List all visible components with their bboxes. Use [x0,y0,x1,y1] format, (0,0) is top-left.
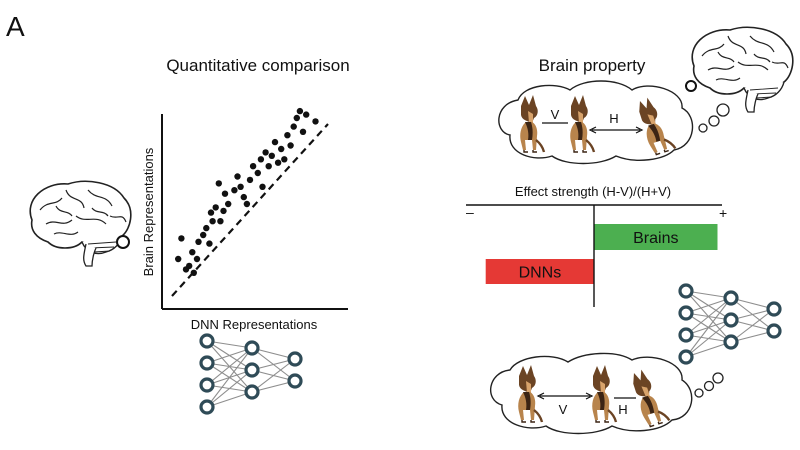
scatter-point [259,183,266,190]
scatter-point [237,183,244,190]
scatter-point [186,262,193,270]
bottom-bubble-h-label: H [618,402,627,417]
scatter-point [206,240,213,247]
left-panel-title: Quantitative comparison [166,56,349,75]
scatter-point [195,238,202,245]
top-thought-bubble: V H [498,80,694,165]
scatter-point [234,173,241,180]
scatter-axes [161,114,348,310]
bottom-bubble-v-label: V [559,402,568,417]
scatter-point [209,218,216,225]
brain-icon [29,180,132,267]
scatter-point [278,145,285,153]
bottom-thought-bubble: V H [489,352,693,435]
brain-icon [691,26,794,113]
neural-network-icon [199,333,303,415]
effect-plus-label: + [719,205,727,221]
scatter-point [257,156,265,163]
neural-network-icon [678,283,782,365]
right-panel-title: Brain property [539,56,646,75]
scatter-point [243,200,251,208]
scatter-point [240,193,247,201]
scatter-point [249,163,257,170]
scatter-point [212,204,219,211]
brain-connector-circle [116,235,130,249]
thought-dot [708,115,720,127]
scatter-point [254,169,261,177]
thought-dot [712,372,724,384]
scatter-point [178,235,185,242]
scatter-point [220,207,227,215]
scatter-points [175,107,319,276]
thought-dot [716,103,730,117]
effect-bar-dnns [485,259,594,284]
scatter-trend-line [171,123,329,297]
scatter-point [262,149,269,156]
scatter-point [290,123,297,130]
thought-dot [698,123,708,133]
scatter-point [265,163,272,170]
effect-bar-brains [594,224,718,250]
effect-strength-title: Effect strength (H-V)/(H+V) [515,184,671,199]
thought-dot [694,388,704,398]
effect-bar-label: DNNs [519,265,562,282]
scatter-point [271,138,279,146]
scatter-point [293,114,300,122]
scatter-point [189,249,196,256]
effect-bar-label: Brains [633,230,678,247]
effect-bars: Brains DNNs [485,224,718,284]
scatter-x-label: DNN Representations [191,317,318,332]
scatter-y-label: Brain Representations [141,147,156,276]
scatter-point [246,176,254,184]
scatter-point [268,152,275,159]
scatter-point [190,269,197,276]
effect-minus-label: – [466,204,474,220]
scatter-point [299,128,307,135]
scatter-point [274,159,282,166]
scatter-point [312,118,319,125]
scatter-point [175,255,182,263]
top-bubble-v-label: V [551,107,560,122]
scatter-point [284,132,291,139]
panel-label: A [6,11,25,42]
scatter-point [207,209,215,216]
brain-connector-circle [685,80,697,92]
scatter-point [215,180,222,187]
scatter-point [225,200,232,208]
thought-dot [703,380,715,392]
top-bubble-h-label: H [609,111,618,126]
scatter-point [281,156,288,163]
scatter-point [303,111,310,118]
scatter-point [287,142,294,149]
scatter-point [203,224,210,232]
scatter-point [193,255,201,263]
scatter-point [200,231,207,239]
scatter-point [217,218,224,225]
scatter-point [231,187,238,194]
scatter-point [221,190,229,197]
scatter-point [296,107,304,115]
